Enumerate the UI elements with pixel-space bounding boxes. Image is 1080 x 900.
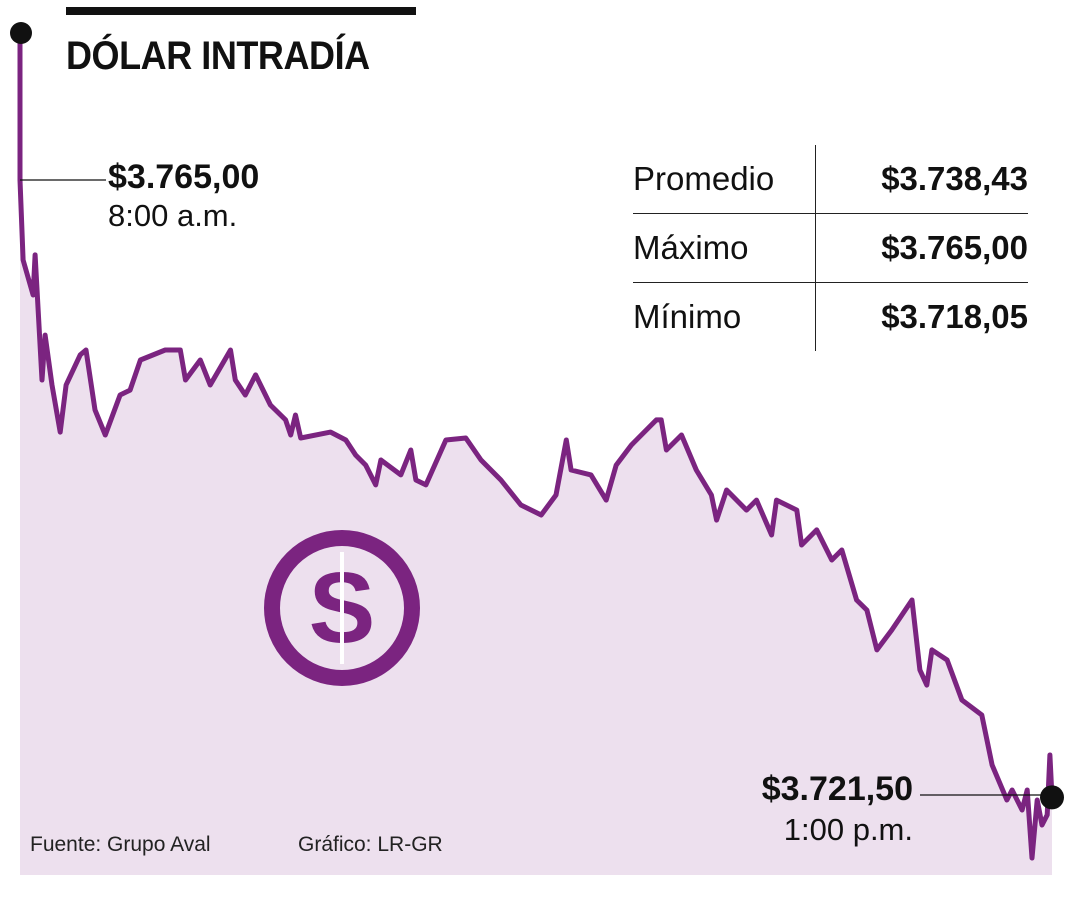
end-value-label: $3.721,50 (761, 770, 913, 808)
stat-label: Máximo (633, 214, 816, 282)
stat-label: Promedio (633, 145, 816, 213)
stat-label: Mínimo (633, 283, 816, 351)
end-time-label: 1:00 p.m. (783, 812, 913, 847)
stat-row-max: Máximo $3.765,00 (633, 214, 1028, 283)
stat-row-min: Mínimo $3.718,05 (633, 283, 1028, 351)
end-point-marker (1040, 785, 1064, 810)
stats-table: Promedio $3.738,43 Máximo $3.765,00 Míni… (633, 145, 1028, 351)
price-line (17, 33, 1055, 861)
dollar-coin-icon: S (264, 530, 420, 686)
stat-value: $3.738,43 (881, 160, 1028, 197)
stat-row-average: Promedio $3.738,43 (633, 145, 1028, 214)
credit-note: Gráfico: LR-GR (298, 833, 443, 856)
stat-value: $3.718,05 (881, 298, 1028, 335)
start-value-label: $3.765,00 (108, 158, 260, 196)
area-fill (20, 33, 1052, 875)
stat-value: $3.765,00 (881, 229, 1028, 266)
start-time-label: 8:00 a.m. (108, 198, 238, 233)
title-bar-decoration (66, 7, 416, 15)
source-note: Fuente: Grupo Aval (30, 833, 211, 856)
chart-title: DÓLAR INTRADÍA (66, 34, 370, 78)
start-point-marker (10, 22, 32, 44)
